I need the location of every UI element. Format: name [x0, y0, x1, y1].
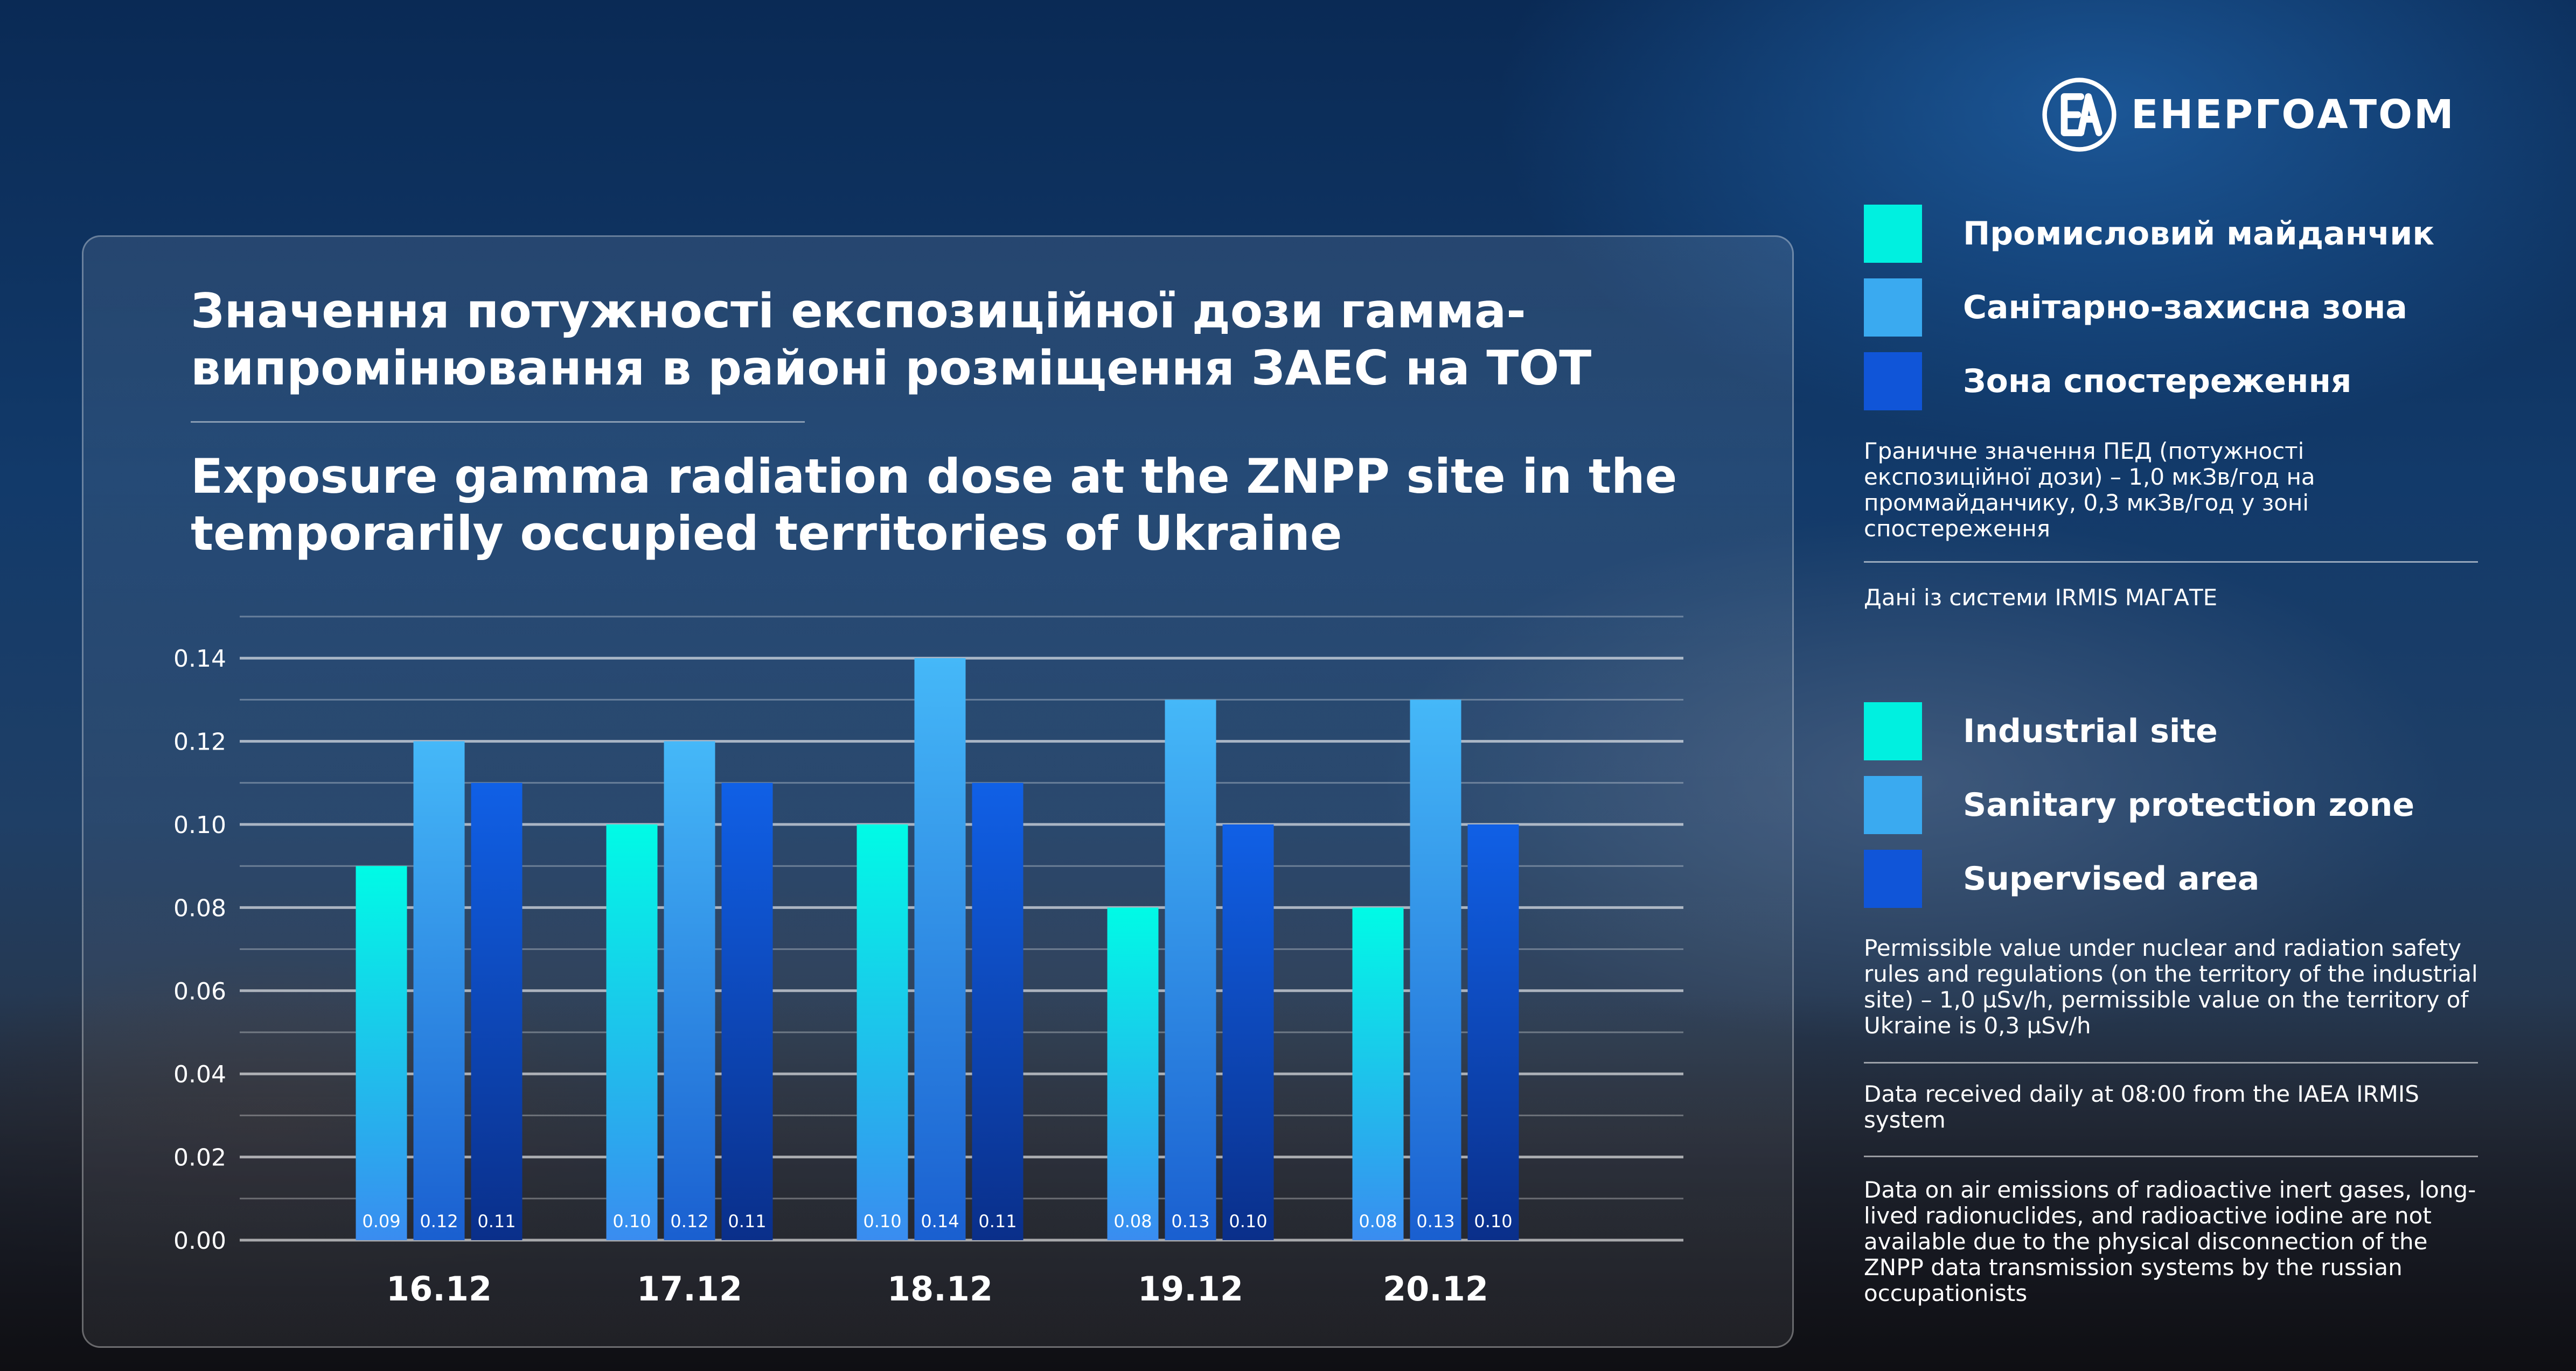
x-tick-label: 17.12 — [637, 1269, 742, 1309]
bar-sanitary-protection-zone — [413, 741, 465, 1240]
bar-industrial-site — [1107, 907, 1159, 1240]
bar-value-label: 0.11 — [477, 1211, 516, 1232]
title-divider — [191, 421, 805, 423]
y-tick-label: 0.10 — [173, 812, 226, 839]
y-tick-label: 0.02 — [173, 1144, 226, 1172]
bar-value-label: 0.09 — [362, 1211, 400, 1232]
emissions-note-en: Data on air emissions of radioactive ine… — [1864, 1177, 2476, 1306]
bar-value-label: 0.10 — [1474, 1211, 1512, 1232]
chart-title-uk: Значення потужності експозиційної дози г… — [191, 283, 1592, 396]
bar-value-label: 0.12 — [420, 1211, 458, 1232]
y-tick-label: 0.06 — [173, 978, 226, 1005]
legend-label: Промисловий майданчик — [1963, 215, 2435, 253]
y-tick-label: 0.08 — [173, 894, 226, 922]
bar-supervised-area — [972, 782, 1024, 1240]
bar-value-label: 0.10 — [863, 1211, 901, 1232]
legend-label: Санітарно-захисна зона — [1963, 289, 2407, 326]
x-tick-label: 20.12 — [1383, 1269, 1488, 1309]
y-tick-label: 0.04 — [173, 1061, 226, 1088]
divider — [1864, 1156, 2478, 1157]
legend-swatch — [1864, 352, 1922, 410]
bar-value-label: 0.14 — [921, 1211, 959, 1232]
bar-industrial-site — [606, 824, 658, 1240]
bar-supervised-area — [1467, 824, 1519, 1240]
bar-value-label: 0.11 — [728, 1211, 766, 1232]
y-tick-label: 0.00 — [173, 1227, 226, 1255]
brand-logo: ЕНЕРГОАТОМ — [2042, 74, 2455, 155]
x-tick-label: 19.12 — [1138, 1269, 1243, 1309]
source-note-uk: Дані із системи IRMIS МАГАТЕ — [1864, 584, 2218, 611]
divider — [1864, 561, 2478, 563]
bar-value-label: 0.10 — [612, 1211, 651, 1232]
legend-item-sanitary-uk: Санітарно-захисна зона — [1864, 278, 2407, 337]
legend-swatch — [1864, 850, 1922, 908]
legend-label: Sanitary protection zone — [1963, 786, 2415, 824]
bar-supervised-area — [721, 782, 773, 1240]
legend-swatch — [1864, 702, 1922, 760]
bar-value-label: 0.13 — [1171, 1211, 1209, 1232]
bar-value-label: 0.08 — [1113, 1211, 1152, 1232]
legend-item-supervised-en: Supervised area — [1864, 850, 2259, 908]
bar-value-label: 0.12 — [670, 1211, 708, 1232]
y-tick-label: 0.14 — [173, 645, 226, 673]
bar-sanitary-protection-zone — [1410, 700, 1461, 1240]
bar-value-label: 0.11 — [978, 1211, 1017, 1232]
legend-item-supervised-uk: Зона спостереження — [1864, 352, 2351, 410]
limit-note-uk: Граничне значення ПЕД (потужності експоз… — [1864, 438, 2315, 542]
divider — [1864, 1062, 2478, 1064]
y-tick-label: 0.12 — [173, 729, 226, 756]
bar-supervised-area — [471, 782, 523, 1240]
x-tick-label: 16.12 — [386, 1269, 492, 1309]
legend-swatch — [1864, 776, 1922, 834]
bar-value-label: 0.10 — [1229, 1211, 1267, 1232]
bar-industrial-site — [857, 824, 908, 1240]
bar-value-label: 0.08 — [1359, 1211, 1397, 1232]
legend-item-industrial-uk: Промисловий майданчик — [1864, 205, 2434, 263]
bar-sanitary-protection-zone — [1165, 700, 1216, 1240]
source-note-en: Data received daily at 08:00 from the IA… — [1864, 1081, 2419, 1133]
legend-label: Зона спостереження — [1963, 362, 2352, 400]
limit-note-en: Permissible value under nuclear and radi… — [1864, 935, 2478, 1039]
legend-label: Supervised area — [1963, 860, 2260, 898]
bar-industrial-site — [1352, 907, 1404, 1240]
energoatom-logo-icon — [2042, 78, 2117, 152]
bar-sanitary-protection-zone — [664, 741, 715, 1240]
bar-sanitary-protection-zone — [914, 658, 966, 1240]
legend-label: Industrial site — [1963, 712, 2218, 750]
chart-title-en: Exposure gamma radiation dose at the ZNP… — [191, 449, 1677, 561]
x-tick-label: 18.12 — [887, 1269, 993, 1309]
legend-swatch — [1864, 278, 1922, 337]
legend-swatch — [1864, 205, 1922, 263]
brand-name: ЕНЕРГОАТОМ — [2131, 92, 2455, 138]
legend-item-industrial-en: Industrial site — [1864, 702, 2218, 760]
bar-supervised-area — [1222, 824, 1274, 1240]
legend-item-sanitary-en: Sanitary protection zone — [1864, 776, 2414, 834]
bar-industrial-site — [356, 866, 407, 1240]
bar-value-label: 0.13 — [1416, 1211, 1454, 1232]
